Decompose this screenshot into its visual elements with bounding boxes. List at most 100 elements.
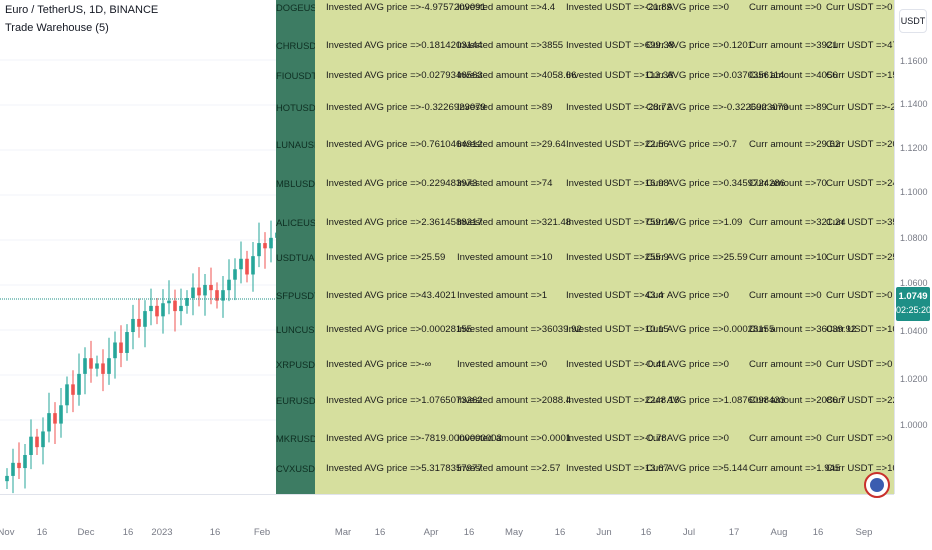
- time-tick-label: Aug: [770, 527, 788, 538]
- candle-body: [269, 237, 273, 249]
- invested-usdt-cell: Invested USDT =>699.38: [566, 40, 675, 51]
- table-row: EURUSDT Invested AVG price =>1.0765073262…: [276, 395, 922, 415]
- table-row: XRPUSDT Invested AVG price =>-∞ Invested a…: [276, 359, 894, 379]
- invested-avg-price-cell: Invested AVG price =>-0.3226923079: [326, 102, 486, 113]
- candle-body: [203, 284, 207, 296]
- candle-body: [245, 258, 249, 275]
- time-tick-label: Dec: [77, 527, 95, 538]
- candle-body: [35, 436, 39, 448]
- symbol-cell: ALICEUSDT: [276, 217, 315, 228]
- last-price-badge: 1.0749 02:25:20: [896, 287, 932, 321]
- time-tick-label: 2023: [151, 527, 173, 538]
- table-row: ALICEUSDT Invested AVG price =>2.36145882…: [276, 217, 916, 237]
- invested-amount-cell: Invested amount =>2088.4: [457, 395, 572, 406]
- curr-amount-cell: Curr amount =>2086.7: [749, 395, 846, 406]
- invested-usdt-cell: Invested USDT =>-0.41: [566, 359, 667, 370]
- table-row: LUNAUSDT Invested AVG price =>0.761046491…: [276, 139, 911, 159]
- invested-avg-price-cell: Invested AVG price =>-4.9757209091: [326, 2, 486, 13]
- table-row: FIOUSDT Invested AVG price =>0.0279346563…: [276, 70, 916, 90]
- curr-amount-cell: Curr amount =>4056: [749, 70, 838, 81]
- candle-body: [233, 269, 237, 280]
- candle-body: [179, 305, 183, 312]
- invested-amount-cell: Invested amount =>4.4: [457, 2, 556, 13]
- curr-amount-cell: Curr amount =>36039.92: [749, 324, 857, 335]
- tradingview-logo-icon[interactable]: [864, 472, 890, 498]
- invested-usdt-cell: Invested USDT =>-0.78: [566, 433, 667, 444]
- price-tick-label: 1.1400: [900, 99, 928, 109]
- symbol-cell: MBLUSDT: [276, 178, 315, 189]
- invested-avg-price-cell: Invested AVG price =>0.00028155: [326, 324, 472, 335]
- candle-body: [191, 287, 195, 299]
- curr-usdt-cell: Curr USDT =>0: [826, 290, 893, 301]
- candle-body: [197, 287, 201, 296]
- invested-amount-cell: Invested amount =>74: [457, 178, 553, 189]
- curr-avg-price-cell: Curr AVG price =>0.7: [646, 139, 738, 150]
- curr-amount-cell: Curr amount =>0: [749, 359, 822, 370]
- curr-avg-price-cell: Curr AVG price =>1.0876098433: [646, 395, 786, 406]
- curr-amount-cell: Curr amount =>0: [749, 433, 822, 444]
- curr-usdt-cell: Curr USDT =>-28.72: [826, 102, 915, 113]
- invested-usdt-cell: Invested USDT =>13.67: [566, 463, 669, 474]
- candle-body: [113, 342, 117, 359]
- time-axis[interactable]: Nov 16 Dec 16 2023 16 Feb Mar 16 Apr 16 May 16 Jun 16 J…: [0, 494, 894, 550]
- chart-title[interactable]: Euro / TetherUS, 1D, BINANCE: [5, 4, 159, 16]
- time-tick-label: 16: [812, 527, 824, 538]
- time-tick-label: 16: [640, 527, 652, 538]
- candle-body: [11, 462, 15, 476]
- countdown-label: 02:25:20: [896, 305, 932, 315]
- invested-avg-price-cell: Invested AVG price =>-7819.0000000003: [326, 433, 502, 444]
- table-row: CHRUSDT Invested AVG price =>0.1814203144…: [276, 40, 916, 60]
- candle-body: [83, 358, 87, 374]
- invested-amount-cell: Invested amount =>36039.92: [457, 324, 582, 335]
- price-tick-label: 1.0600: [900, 278, 928, 288]
- candle-body: [257, 243, 261, 257]
- invested-usdt-cell: Invested USDT =>-28.72: [566, 102, 672, 113]
- price-tick-label: 1.1600: [900, 56, 928, 66]
- candle-body: [101, 363, 105, 374]
- last-price-label: 1.0749: [898, 291, 928, 302]
- symbol-cell: EURUSDT: [276, 395, 315, 406]
- symbol-cell: HOTUSDT: [276, 102, 315, 113]
- curr-avg-price-cell: Curr AVG price =>1.09: [646, 217, 743, 228]
- invested-usdt-cell: Invested USDT =>-21.89: [566, 2, 672, 13]
- symbol-cell: SFPUSDT: [276, 290, 315, 301]
- curr-avg-price-cell: Curr AVG price =>-0.3226923079: [646, 102, 789, 113]
- time-tick-label: Jun: [596, 527, 612, 538]
- invested-amount-cell: Invested amount =>29.64: [457, 139, 566, 150]
- curr-usdt-cell: Curr USDT =>10.15: [826, 324, 912, 335]
- symbol-cell: FIOUSDT: [276, 70, 315, 81]
- time-tick-label: Jul: [682, 527, 696, 538]
- time-tick-label: 16: [122, 527, 134, 538]
- price-axis[interactable]: 1.1600 1.1400 1.1200 1.1000 1.0800 1.0600 1.04…: [894, 0, 932, 494]
- invested-avg-price-cell: Invested AVG price =>25.59: [326, 252, 446, 263]
- trade-warehouse-table: DOGEUSDT Invested AVG price =>-4.97572090…: [276, 0, 922, 494]
- candle-body: [65, 384, 69, 406]
- curr-amount-cell: Curr amount =>1.945: [749, 463, 841, 474]
- invested-amount-cell: Invested amount =>4058.66: [457, 70, 577, 81]
- curr-avg-price-cell: Curr AVG price =>0: [646, 433, 730, 444]
- symbol-column: [276, 0, 315, 494]
- curr-usdt-cell: Curr USDT =>255.9: [826, 252, 912, 263]
- candle-body: [119, 342, 123, 353]
- time-tick-label: Apr: [423, 527, 439, 538]
- candle-body: [185, 298, 189, 306]
- symbol-cell: XRPUSDT: [276, 359, 315, 370]
- candle-body: [125, 332, 129, 353]
- curr-usdt-cell: Curr USDT =>350.47: [826, 217, 917, 228]
- indicator-name[interactable]: Trade Warehouse (5): [5, 22, 109, 34]
- time-tick-label: Feb: [253, 527, 271, 538]
- time-tick-label: 16: [36, 527, 48, 538]
- curr-usdt-cell: Curr USDT =>0: [826, 2, 893, 13]
- curr-usdt-cell: Curr USDT =>150.22: [826, 70, 917, 81]
- time-tick-label: 16: [463, 527, 475, 538]
- invested-avg-price-cell: Invested AVG price =>0.0279346563: [326, 70, 483, 81]
- table-row: SFPUSDTInvested AVG price =>43.4021Inves…: [276, 290, 894, 310]
- curr-usdt-cell: Curr USDT =>24.22: [826, 178, 912, 189]
- price-tick-label: 1.1000: [900, 187, 928, 197]
- invested-amount-cell: Invested amount =>2.57: [457, 463, 561, 474]
- candle-body: [173, 300, 177, 312]
- currency-button[interactable]: USDT: [899, 9, 927, 33]
- candle-body: [17, 462, 21, 469]
- invested-amount-cell: Invested amount =>321.48: [457, 217, 572, 228]
